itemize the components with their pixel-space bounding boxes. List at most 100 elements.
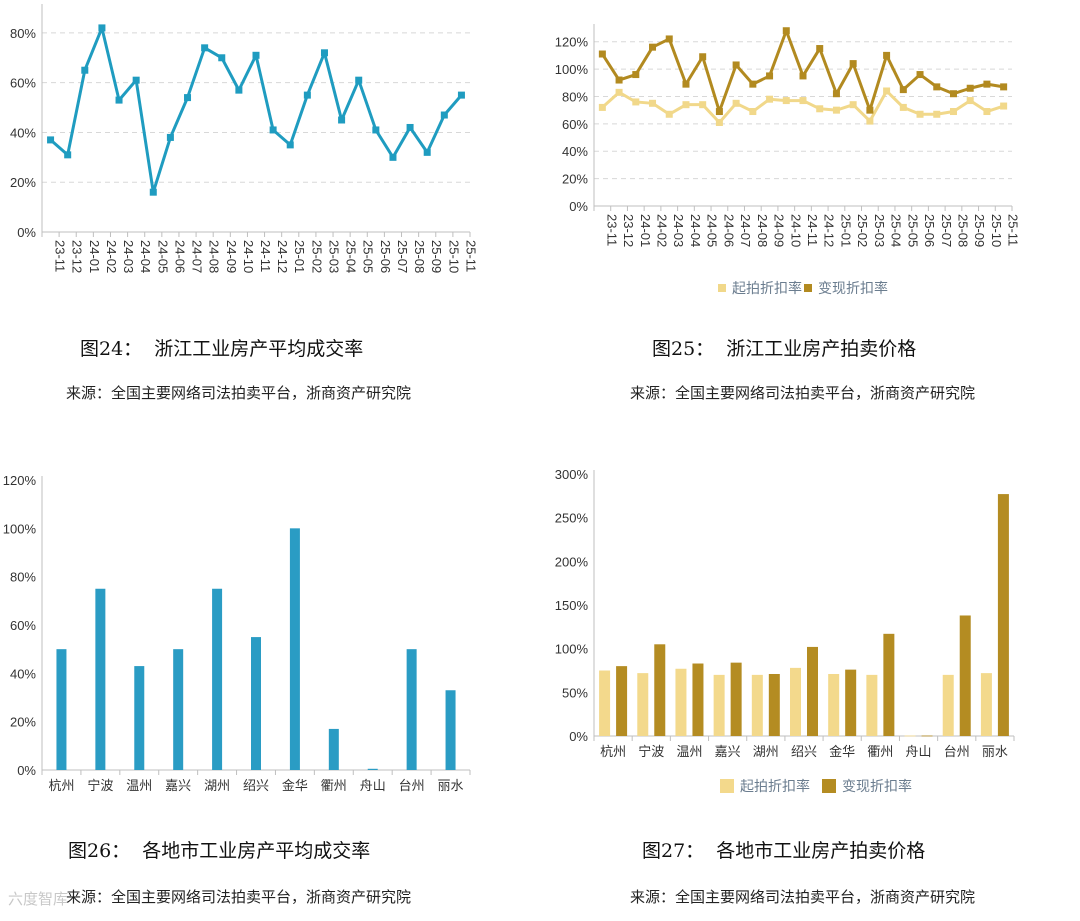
data-point [732,99,740,107]
x-tick-label: 23-12 [70,240,85,273]
x-tick-label: 绍兴 [243,778,269,793]
x-tick-label: 24-05 [705,214,720,247]
x-tick-label: 24-05 [155,240,170,273]
x-tick-label: 25-09 [972,214,987,247]
x-tick-label: 25-01 [292,240,307,273]
x-tick-label: 23-11 [604,214,619,246]
x-tick-label: 24-01 [87,240,102,273]
bar [997,494,1009,736]
x-tick-label: 24-04 [138,240,153,273]
data-point [715,118,723,126]
x-tick-label: 金华 [829,744,855,759]
x-tick-label: 绍兴 [791,744,817,759]
x-tick-label: 24-07 [738,214,753,247]
x-tick-label: 舟山 [360,778,386,793]
x-tick-label: 23-11 [53,240,68,272]
x-tick-label: 25-04 [889,214,904,247]
x-tick-label: 24-03 [671,214,686,247]
x-tick-label: 宁波 [638,744,664,759]
data-point [899,103,907,111]
y-tick-label: 120% [555,35,589,50]
x-tick-label: 24-11 [805,214,820,246]
y-tick-label: 300% [555,467,589,482]
data-point [782,27,790,35]
bar [251,637,261,770]
x-tick-label: 丽水 [438,778,464,793]
bar [616,666,628,736]
data-point [355,76,363,84]
bar [212,588,223,770]
x-tick-label: 25-08 [412,240,427,273]
x-tick-label: 25-11 [463,240,478,272]
data-point [252,51,260,59]
bar [445,690,456,770]
data-point [766,95,774,103]
figure-source: 来源：全国主要网络司法拍卖平台，浙商资产研究院 [66,888,412,906]
data-point [849,101,857,109]
data-point [132,76,140,84]
x-tick-label: 24-11 [258,240,273,272]
data-point [933,110,941,118]
x-tick-label: 衢州 [867,744,893,759]
bar [599,670,611,736]
data-point [715,108,723,116]
x-tick-label: 嘉兴 [715,744,741,759]
data-point [47,136,55,144]
data-point [883,51,891,59]
data-point [983,80,991,88]
x-tick-label: 24-08 [207,240,222,273]
y-tick-label: 40% [10,125,36,140]
y-tick-label: 20% [562,172,588,187]
y-tick-label: 0% [569,199,588,214]
bar [828,673,840,736]
y-tick-label: 250% [555,511,589,526]
data-point [916,110,924,118]
bar [56,649,67,770]
x-tick-label: 24-12 [275,240,290,273]
data-point [799,97,807,105]
y-tick-label: 0% [17,225,36,240]
x-tick-label: 24-06 [172,240,187,273]
bar [289,528,300,770]
data-point [440,111,448,119]
x-tick-label: 杭州 [48,778,74,793]
data-point [883,87,891,95]
data-point [615,88,623,96]
y-tick-label: 150% [555,598,589,613]
bar [751,674,763,736]
data-point [682,101,690,109]
data-point [598,50,606,58]
bar [845,669,857,736]
series-line [601,89,1005,124]
line-chart-transaction-rate: 0%20%40%60%80%23-11 23-12 24-01 24-02 24-03 2… [10,4,478,273]
bar [768,673,780,736]
data-point [406,123,414,131]
data-point [423,148,431,156]
x-tick-label: 25-05 [361,240,376,273]
x-tick-label: 25-01 [838,214,853,247]
x-tick-label: 金华 [282,778,308,793]
y-tick-label: 80% [562,89,588,104]
bar-chart-city-transaction-rate: 0% 20% 40% 60% 80% 100% 120% 杭州 宁波 温州 嘉兴 湖州 绍兴 金华 衢州 舟山… [3,473,471,793]
x-tick-label: 25-10 [446,240,461,273]
data-point [766,72,774,80]
legend-label: 起拍折扣率 [732,280,802,297]
data-point [201,44,209,52]
figure-title: 图26： 各地市工业房产平均成交率 [68,840,371,862]
legend-swatch [720,779,734,793]
y-tick-label: 50% [562,685,588,700]
data-point [184,94,192,102]
figure-title: 图24： 浙江工业房产平均成交率 [80,338,364,360]
x-tick-label: 丽水 [982,744,1008,759]
legend-swatch [804,284,812,292]
x-tick-label: 衢州 [321,778,347,793]
bar-chart-city-auction-price: 0% 50% 100% 150% 200% 250% 300% 杭州 宁波 温州 嘉兴 湖州 绍兴 金华衢… [555,467,1015,795]
data-point [699,53,707,61]
figure-27: 0% 50% 100% 150% 200% 250% 300% 杭州 宁波 温州 嘉兴 湖州 绍兴 金华衢… [540,460,1080,920]
data-point [949,108,957,116]
data-point [149,188,157,196]
data-point [615,76,623,84]
x-tick-label: 嘉兴 [165,778,191,793]
x-tick-label: 25-11 [1006,214,1021,246]
x-tick-label: 湖州 [204,778,230,793]
